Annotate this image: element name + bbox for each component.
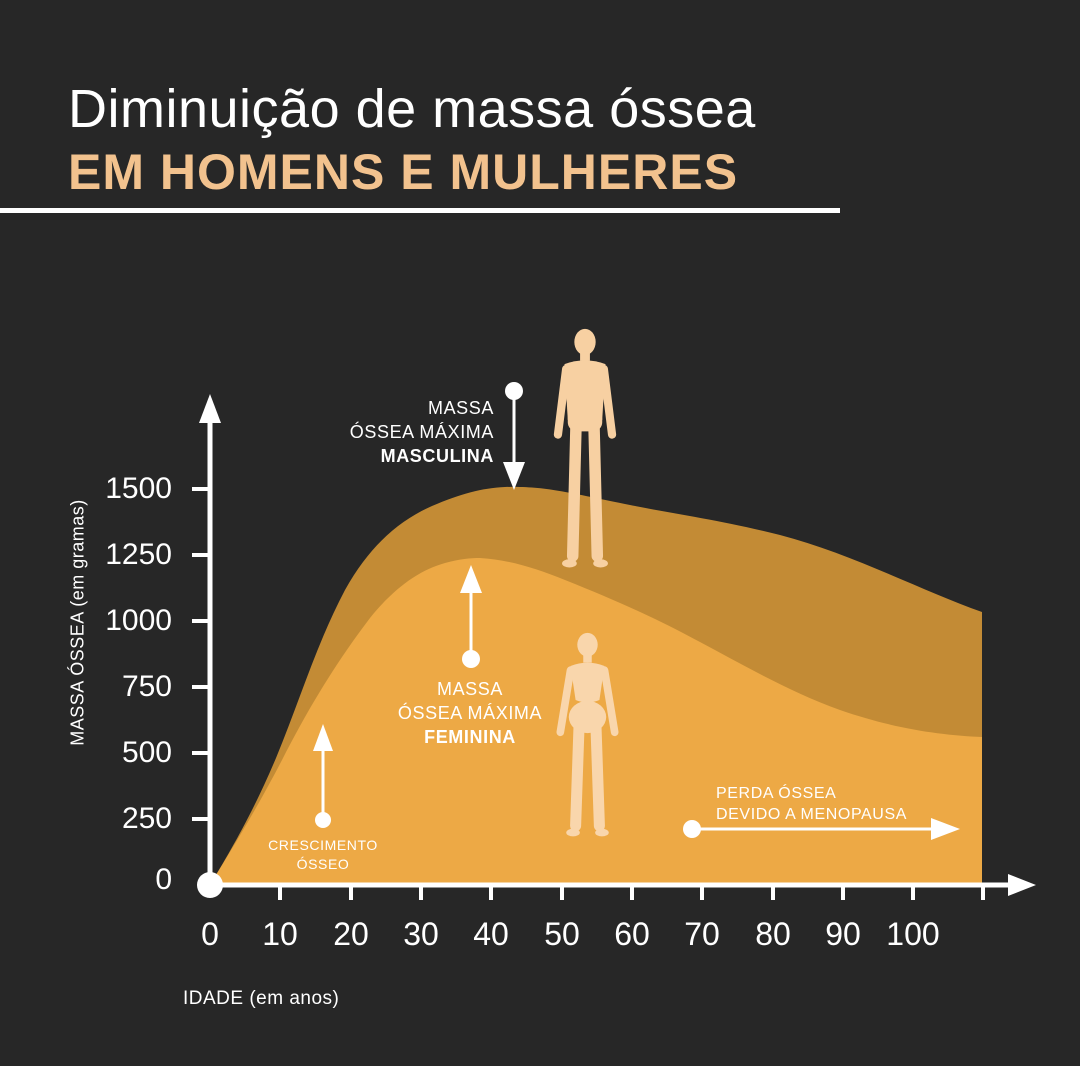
annotation-bone-growth: CRESCIMENTO ÓSSEO (213, 836, 433, 874)
x-tick-label-10: 10 (262, 916, 298, 952)
y-axis (192, 394, 221, 885)
annotation-female-peak: MASSA ÓSSEA MÁXIMA FEMININA (340, 677, 600, 749)
x-tick-label-0: 0 (201, 916, 219, 952)
female-peak-arrow-icon (460, 565, 482, 668)
x-axis (210, 874, 1036, 900)
page-subtitle: EM HOMENS E MULHERES (68, 144, 739, 200)
y-tick-label-500: 500 (121, 736, 172, 769)
female-figure-icon (556, 632, 619, 837)
y-tick-label-0: 0 (155, 863, 172, 896)
x-tick-label-50: 50 (544, 916, 580, 952)
y-tick-label-250: 250 (121, 802, 172, 835)
male-figure-icon (553, 328, 617, 568)
annotation-male-line3: MASCULINA (380, 446, 494, 466)
annotation-male-peak: MASSA ÓSSEA MÁXIMA MASCULINA (234, 396, 494, 468)
x-axis-title: IDADE (em anos) (183, 988, 340, 1009)
x-tick-label-90: 90 (825, 916, 861, 952)
title-underline (0, 208, 840, 213)
origin-dot-icon (197, 872, 223, 898)
y-axis-arrow-icon (199, 394, 221, 423)
menopause-arrow-icon (683, 818, 960, 840)
annotation-growth-line1: CRESCIMENTO (268, 837, 378, 853)
page-title: Diminuição de massa óssea (68, 79, 756, 139)
y-tick-label-750: 750 (121, 670, 172, 703)
x-tick-label-30: 30 (403, 916, 439, 952)
annotation-female-line3: FEMININA (424, 727, 516, 747)
x-tick-label-20: 20 (333, 916, 369, 952)
annotation-menopause-loss: PERDA ÓSSEA DEVIDO A MENOPAUSA (716, 783, 1016, 825)
annotation-menopause-line2: DEVIDO A MENOPAUSA (716, 806, 907, 823)
annotation-male-line2: ÓSSEA MÁXIMA (349, 422, 494, 442)
x-tick-label-100: 100 (886, 916, 940, 952)
y-tick-label-1000: 1000 (105, 604, 172, 637)
annotation-male-line1: MASSA (427, 398, 494, 418)
x-tick-label-40: 40 (473, 916, 509, 952)
annotation-female-line2: ÓSSEA MÁXIMA (397, 703, 543, 723)
growth-arrow-icon (313, 724, 333, 828)
y-tick-label-1500: 1500 (105, 472, 172, 505)
annotation-growth-line2: ÓSSEO (296, 856, 350, 872)
x-tick-label-70: 70 (684, 916, 720, 952)
x-tick-label-60: 60 (614, 916, 650, 952)
male-peak-arrow-icon (503, 382, 525, 490)
annotation-female-line1: MASSA (436, 679, 504, 699)
x-axis-arrow-icon (1008, 874, 1036, 896)
annotation-menopause-line1: PERDA ÓSSEA (716, 785, 837, 802)
y-tick-label-1250: 1250 (105, 538, 172, 571)
x-tick-label-80: 80 (755, 916, 791, 952)
